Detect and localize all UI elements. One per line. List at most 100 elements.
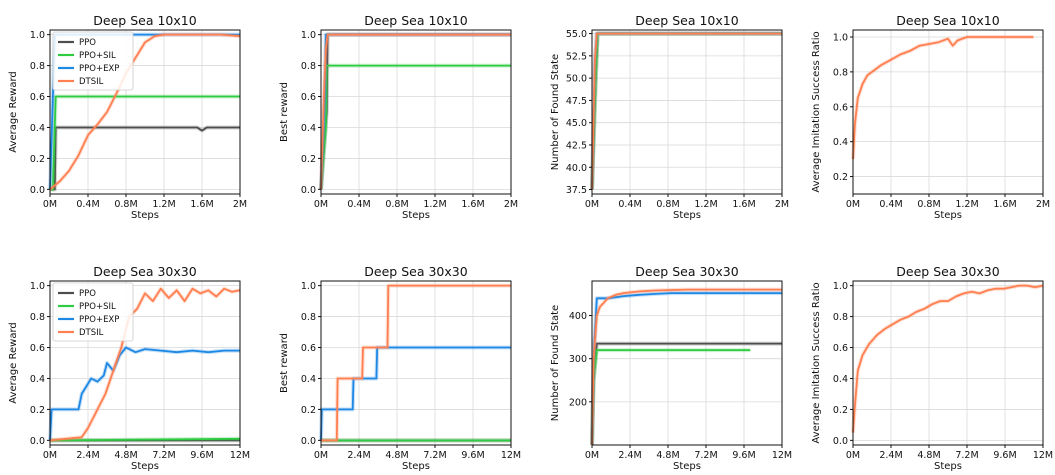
chart-title: Deep Sea 10x10 bbox=[896, 13, 999, 28]
y-tick-label: 47.5 bbox=[566, 96, 587, 107]
y-tick-label: 0.4 bbox=[30, 374, 45, 385]
y-tick-label: 42.5 bbox=[566, 140, 587, 151]
chart-title: Deep Sea 30x30 bbox=[93, 264, 196, 279]
series-line-dtsil bbox=[49, 287, 241, 442]
series-line-ppo-sil bbox=[320, 64, 511, 190]
series-line-dtsil bbox=[591, 288, 782, 446]
y-tick-label: 0.2 bbox=[30, 405, 45, 416]
y-axis-label: Number of Found State bbox=[550, 305, 561, 421]
x-tick-label: 12M bbox=[501, 450, 521, 461]
x-tick-label: 2.4M bbox=[618, 450, 641, 461]
series-band-dtsil bbox=[590, 287, 782, 446]
x-tick-label: 7.2M bbox=[694, 450, 717, 461]
series-line-ppo-sil bbox=[50, 95, 240, 191]
series-band-ppo-exp bbox=[319, 32, 511, 190]
y-tick-label: 0.4 bbox=[833, 374, 848, 385]
y-axis-label: Best reward bbox=[279, 82, 290, 142]
x-axis-label: Steps bbox=[934, 210, 962, 221]
x-tick-label: 2M bbox=[775, 199, 789, 210]
legend-box bbox=[52, 282, 134, 342]
x-tick-label: 9.6M bbox=[993, 450, 1016, 461]
chart-panel-7: 0M 2.4M 4.8M 7.2M 9.6M 12M 200 300 400 Deep Sea 3… bbox=[550, 264, 792, 472]
x-tick-label: 1.6M bbox=[190, 199, 213, 210]
x-tick-label: 0M bbox=[43, 199, 57, 210]
series-line-ppo bbox=[50, 126, 240, 191]
x-tick-label: 0.4M bbox=[76, 199, 99, 210]
x-axis-label: Steps bbox=[131, 461, 159, 472]
y-tick-label: 0.0 bbox=[30, 185, 45, 196]
series-band-dtsil bbox=[321, 283, 511, 443]
x-tick-label: 7.2M bbox=[423, 450, 446, 461]
chart-panel-8: 0M 2.4M 4.8M 7.2M 9.6M 12M 0.0 0.2 0.4 0.6 0.8 1.0 D… bbox=[811, 264, 1053, 472]
chart-title: Deep Sea 30x30 bbox=[364, 264, 467, 279]
series-line-dtsil bbox=[852, 284, 1044, 433]
legend-label-ppo: PPO bbox=[79, 38, 96, 48]
y-tick-label: 0.8 bbox=[833, 312, 848, 323]
legend: PPO PPO+SIL PPO+EXP DTSIL bbox=[52, 282, 134, 342]
axes-frame bbox=[852, 280, 1044, 446]
y-tick-label: 40.0 bbox=[566, 163, 587, 174]
x-tick-label: 2M bbox=[504, 199, 518, 210]
x-axis-label: Steps bbox=[934, 461, 962, 472]
x-tick-label: 4.8M bbox=[917, 450, 940, 461]
y-tick-label: 1.0 bbox=[301, 30, 316, 41]
axes-frame bbox=[591, 280, 783, 446]
chart-title: Deep Sea 10x10 bbox=[93, 13, 196, 28]
series-line-dtsil bbox=[321, 284, 511, 442]
x-tick-label: 0M bbox=[585, 450, 599, 461]
x-tick-label: 0M bbox=[585, 199, 599, 210]
x-axis-label: Steps bbox=[402, 461, 430, 472]
series-line-ppo-sil bbox=[591, 349, 751, 446]
series-line-ppo-exp bbox=[591, 292, 782, 446]
y-tick-label: 0.8 bbox=[30, 312, 45, 323]
series-band-ppo-sil bbox=[590, 348, 751, 446]
x-tick-label: 1.6M bbox=[732, 199, 755, 210]
y-axis-label: Best reward bbox=[279, 333, 290, 393]
y-tick-label: 0.2 bbox=[833, 405, 848, 416]
y-tick-label: 0.6 bbox=[301, 92, 316, 103]
x-tick-label: 7.2M bbox=[152, 450, 175, 461]
series-line-ppo-exp bbox=[591, 32, 782, 190]
x-tick-label: 2M bbox=[233, 199, 247, 210]
legend: PPO PPO+SIL PPO+EXP DTSIL bbox=[52, 31, 134, 91]
y-tick-label: 0.2 bbox=[833, 172, 848, 183]
x-tick-label: 0M bbox=[43, 450, 57, 461]
axes-frame bbox=[49, 280, 241, 446]
legend-label-ppo: PPO bbox=[79, 289, 96, 299]
series-line-ppo-exp bbox=[49, 346, 240, 441]
x-axis-label: Steps bbox=[673, 461, 701, 472]
y-tick-label: 0.4 bbox=[833, 137, 848, 148]
series-line-ppo bbox=[591, 32, 782, 190]
chart-panel-4: 0M 0.4M 0.8M 1.2M 1.6M 2M 0.2 0.4 0.6 0.8 1.0 Deep … bbox=[811, 13, 1050, 221]
y-tick-label: 0.6 bbox=[833, 343, 848, 354]
y-tick-label: 1.0 bbox=[30, 30, 45, 41]
series-line-dtsil bbox=[320, 33, 511, 190]
y-tick-label: 200 bbox=[569, 397, 587, 408]
legend-label-ppo-exp: PPO+EXP bbox=[79, 64, 119, 74]
y-tick-label: 0.2 bbox=[301, 405, 316, 416]
y-tick-label: 1.0 bbox=[30, 281, 45, 292]
x-axis-label: Steps bbox=[673, 210, 701, 221]
axes-frame bbox=[320, 280, 512, 446]
x-tick-label: 4.8M bbox=[656, 450, 679, 461]
series-line-ppo-exp bbox=[320, 33, 511, 190]
chart-panel-1: 0M 0.4M 0.8M 1.2M 1.6M 2M 0.0 0.2 0.4 0.6 0.8 1.0 De… bbox=[8, 13, 247, 221]
y-tick-label: 0.0 bbox=[301, 436, 316, 447]
x-tick-label: 7.2M bbox=[955, 450, 978, 461]
y-tick-label: 0.4 bbox=[301, 374, 316, 385]
y-tick-label: 0.8 bbox=[301, 312, 316, 323]
y-tick-label: 37.5 bbox=[566, 185, 587, 196]
y-tick-label: 0.8 bbox=[833, 67, 848, 78]
y-tick-label: 52.5 bbox=[566, 51, 587, 62]
series-band-ppo-exp bbox=[48, 345, 240, 441]
y-tick-label: 300 bbox=[569, 354, 587, 365]
x-tick-label: 0M bbox=[314, 450, 328, 461]
y-tick-label: 0.6 bbox=[833, 102, 848, 113]
x-tick-label: 2M bbox=[1036, 199, 1050, 210]
x-tick-label: 2.4M bbox=[347, 450, 370, 461]
series-band-ppo-sil bbox=[590, 31, 782, 190]
y-tick-label: 0.0 bbox=[301, 185, 316, 196]
y-tick-label: 0.2 bbox=[30, 154, 45, 165]
chart-title: Deep Sea 10x10 bbox=[364, 13, 467, 28]
x-tick-label: 4.8M bbox=[385, 450, 408, 461]
